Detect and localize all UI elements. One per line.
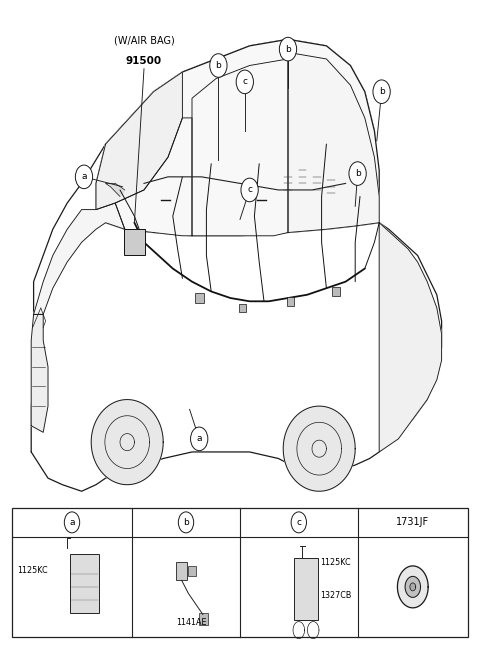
Circle shape [236, 70, 253, 94]
Bar [239, 303, 246, 312]
Bar [188, 566, 196, 576]
Bar [70, 554, 99, 613]
Bar [287, 297, 294, 305]
Polygon shape [192, 59, 288, 236]
Bar [195, 293, 204, 303]
Text: a: a [69, 518, 75, 527]
Polygon shape [34, 203, 125, 314]
Circle shape [75, 165, 93, 189]
Text: c: c [296, 518, 301, 527]
Polygon shape [96, 39, 379, 236]
Text: a: a [81, 172, 87, 181]
Circle shape [241, 178, 258, 202]
Circle shape [64, 512, 80, 533]
Text: b: b [183, 518, 189, 527]
Polygon shape [283, 406, 355, 491]
Bar [200, 613, 208, 625]
Bar [12, 508, 468, 637]
Bar [332, 287, 340, 296]
Circle shape [191, 427, 208, 451]
Text: 1731JF: 1731JF [396, 517, 430, 527]
Circle shape [291, 512, 307, 533]
Bar [177, 562, 187, 580]
Bar [294, 558, 318, 620]
Text: (W/AIR BAG): (W/AIR BAG) [114, 36, 174, 46]
Circle shape [373, 80, 390, 103]
Polygon shape [379, 223, 442, 452]
Circle shape [349, 162, 366, 185]
Polygon shape [31, 39, 442, 491]
Polygon shape [288, 52, 379, 233]
Polygon shape [397, 566, 428, 608]
Text: b: b [355, 169, 360, 178]
Polygon shape [405, 576, 420, 597]
Circle shape [179, 512, 194, 533]
Text: 1125KC: 1125KC [321, 558, 351, 567]
Text: b: b [216, 61, 221, 70]
Text: b: b [285, 45, 291, 54]
Text: c: c [247, 185, 252, 195]
Polygon shape [115, 118, 192, 236]
Bar [124, 229, 145, 255]
Polygon shape [31, 314, 48, 432]
Text: b: b [379, 87, 384, 96]
Text: 1327CB: 1327CB [321, 591, 352, 600]
Text: 91500: 91500 [126, 56, 162, 66]
Text: 1125KC: 1125KC [17, 566, 48, 575]
Text: c: c [242, 77, 247, 86]
Polygon shape [96, 72, 182, 210]
Polygon shape [91, 400, 163, 485]
Circle shape [279, 37, 297, 61]
Text: a: a [196, 434, 202, 443]
Text: 1141AE: 1141AE [177, 618, 207, 627]
Polygon shape [410, 583, 416, 591]
Polygon shape [106, 183, 125, 196]
Circle shape [210, 54, 227, 77]
